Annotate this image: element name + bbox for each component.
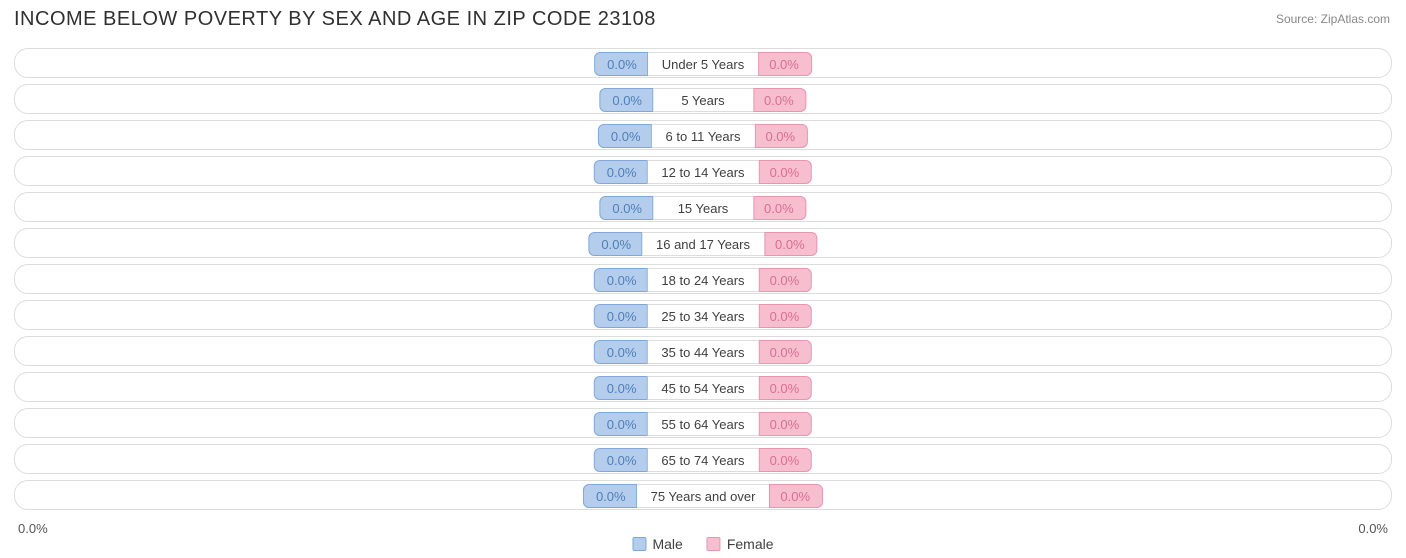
row-content: 0.0%45 to 54 Years0.0% xyxy=(594,376,812,400)
female-bar: 0.0% xyxy=(769,484,823,508)
chart-row: 0.0%55 to 64 Years0.0% xyxy=(14,408,1392,438)
chart-row: 0.0%6 to 11 Years0.0% xyxy=(14,120,1392,150)
male-bar: 0.0% xyxy=(598,124,652,148)
category-label: 65 to 74 Years xyxy=(647,448,758,472)
category-label: 6 to 11 Years xyxy=(652,124,755,148)
category-label: 55 to 64 Years xyxy=(647,412,758,436)
chart-row: 0.0%5 Years0.0% xyxy=(14,84,1392,114)
category-label: 75 Years and over xyxy=(637,484,770,508)
female-bar: 0.0% xyxy=(754,124,808,148)
chart-area: 0.0%Under 5 Years0.0%0.0%5 Years0.0%0.0%… xyxy=(14,48,1392,516)
male-bar: 0.0% xyxy=(583,484,637,508)
legend-item-male: Male xyxy=(632,536,682,552)
chart-row: 0.0%65 to 74 Years0.0% xyxy=(14,444,1392,474)
chart-row: 0.0%35 to 44 Years0.0% xyxy=(14,336,1392,366)
category-label: 5 Years xyxy=(653,88,753,112)
female-bar: 0.0% xyxy=(759,160,813,184)
female-bar: 0.0% xyxy=(759,304,813,328)
female-bar: 0.0% xyxy=(759,412,813,436)
category-label: 12 to 14 Years xyxy=(647,160,758,184)
category-label: 15 Years xyxy=(653,196,753,220)
row-content: 0.0%25 to 34 Years0.0% xyxy=(594,304,812,328)
chart-title: INCOME BELOW POVERTY BY SEX AND AGE IN Z… xyxy=(14,8,656,31)
female-bar: 0.0% xyxy=(759,376,813,400)
chart-row: 0.0%75 Years and over0.0% xyxy=(14,480,1392,510)
row-content: 0.0%5 Years0.0% xyxy=(599,88,806,112)
male-bar: 0.0% xyxy=(594,304,648,328)
legend-item-female: Female xyxy=(707,536,774,552)
female-bar: 0.0% xyxy=(759,448,813,472)
legend-label-male: Male xyxy=(652,536,682,552)
legend-swatch-female xyxy=(707,537,721,551)
row-content: 0.0%6 to 11 Years0.0% xyxy=(598,124,808,148)
female-bar: 0.0% xyxy=(758,52,812,76)
male-bar: 0.0% xyxy=(588,232,642,256)
row-content: 0.0%Under 5 Years0.0% xyxy=(594,52,812,76)
female-bar: 0.0% xyxy=(753,88,807,112)
male-bar: 0.0% xyxy=(599,88,653,112)
chart-row: 0.0%25 to 34 Years0.0% xyxy=(14,300,1392,330)
category-label: 35 to 44 Years xyxy=(647,340,758,364)
male-bar: 0.0% xyxy=(594,376,648,400)
female-bar: 0.0% xyxy=(753,196,807,220)
row-content: 0.0%16 and 17 Years0.0% xyxy=(588,232,817,256)
female-bar: 0.0% xyxy=(759,268,813,292)
male-bar: 0.0% xyxy=(594,412,648,436)
legend-label-female: Female xyxy=(727,536,774,552)
row-content: 0.0%12 to 14 Years0.0% xyxy=(594,160,812,184)
female-bar: 0.0% xyxy=(764,232,818,256)
category-label: 25 to 34 Years xyxy=(647,304,758,328)
row-content: 0.0%18 to 24 Years0.0% xyxy=(594,268,812,292)
chart-row: 0.0%12 to 14 Years0.0% xyxy=(14,156,1392,186)
row-content: 0.0%75 Years and over0.0% xyxy=(583,484,823,508)
legend: Male Female xyxy=(632,536,773,552)
chart-row: 0.0%18 to 24 Years0.0% xyxy=(14,264,1392,294)
female-bar: 0.0% xyxy=(759,340,813,364)
row-content: 0.0%15 Years0.0% xyxy=(599,196,806,220)
category-label: Under 5 Years xyxy=(648,52,758,76)
male-bar: 0.0% xyxy=(594,160,648,184)
male-bar: 0.0% xyxy=(594,268,648,292)
category-label: 45 to 54 Years xyxy=(647,376,758,400)
category-label: 18 to 24 Years xyxy=(647,268,758,292)
x-axis-left-label: 0.0% xyxy=(18,521,48,536)
male-bar: 0.0% xyxy=(594,340,648,364)
male-bar: 0.0% xyxy=(599,196,653,220)
row-content: 0.0%55 to 64 Years0.0% xyxy=(594,412,812,436)
male-bar: 0.0% xyxy=(594,52,648,76)
x-axis-right-label: 0.0% xyxy=(1358,521,1388,536)
male-bar: 0.0% xyxy=(594,448,648,472)
category-label: 16 and 17 Years xyxy=(642,232,764,256)
row-content: 0.0%65 to 74 Years0.0% xyxy=(594,448,812,472)
legend-swatch-male xyxy=(632,537,646,551)
chart-row: 0.0%15 Years0.0% xyxy=(14,192,1392,222)
source-attribution: Source: ZipAtlas.com xyxy=(1276,12,1390,26)
chart-row: 0.0%16 and 17 Years0.0% xyxy=(14,228,1392,258)
chart-row: 0.0%45 to 54 Years0.0% xyxy=(14,372,1392,402)
row-content: 0.0%35 to 44 Years0.0% xyxy=(594,340,812,364)
chart-row: 0.0%Under 5 Years0.0% xyxy=(14,48,1392,78)
